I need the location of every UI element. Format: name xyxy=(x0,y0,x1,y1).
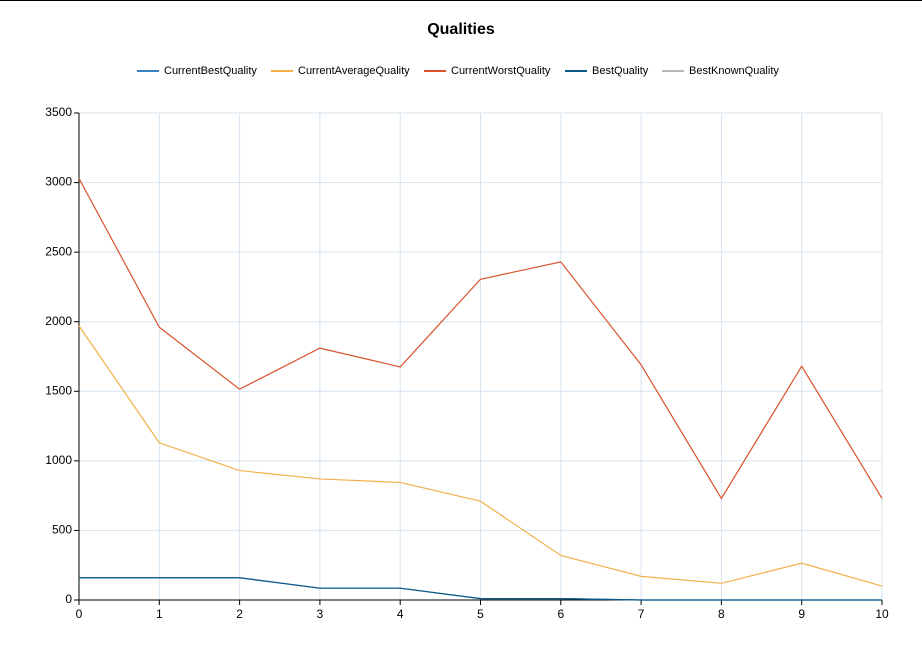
x-tick-label: 7 xyxy=(638,607,645,621)
y-tick-label: 500 xyxy=(52,523,72,537)
y-tick-label: 2500 xyxy=(45,244,72,258)
y-tick-label: 0 xyxy=(65,592,72,606)
x-tick-label: 8 xyxy=(718,607,725,621)
x-tick-label: 5 xyxy=(477,607,484,621)
legend-label: BestKnownQuality xyxy=(689,65,779,77)
y-tick-label: 1500 xyxy=(45,383,72,397)
y-tick-label: 1000 xyxy=(45,453,72,467)
x-tick-label: 10 xyxy=(875,607,889,621)
x-tick-label: 6 xyxy=(557,607,564,621)
x-tick-label: 2 xyxy=(236,607,243,621)
series-line xyxy=(78,325,883,587)
x-tick-label: 1 xyxy=(156,607,163,621)
y-tick-label: 3000 xyxy=(45,175,72,189)
series-line xyxy=(78,178,883,500)
y-tick-label: 3500 xyxy=(45,105,72,119)
chart-title: Qualities xyxy=(427,21,495,38)
y-tick-label: 2000 xyxy=(45,314,72,328)
x-tick-label: 4 xyxy=(397,607,404,621)
legend-label: CurrentAverageQuality xyxy=(298,65,410,77)
legend-label: CurrentBestQuality xyxy=(164,65,257,77)
x-tick-label: 9 xyxy=(798,607,805,621)
legend-label: BestQuality xyxy=(592,65,649,77)
x-tick-label: 0 xyxy=(76,607,83,621)
x-tick-label: 3 xyxy=(317,607,324,621)
series-line xyxy=(79,577,882,601)
legend-label: CurrentWorstQuality xyxy=(451,65,551,77)
